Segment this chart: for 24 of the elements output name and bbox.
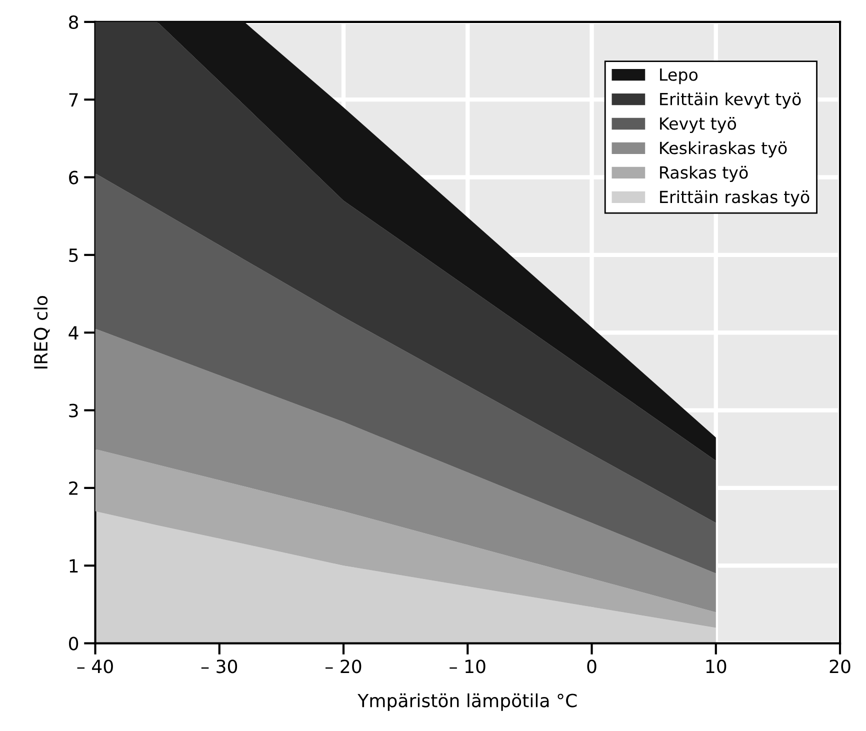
y-tick-label: 2 xyxy=(69,481,78,495)
y-tick-label: 0 xyxy=(68,636,78,650)
y-tick-label: 4 xyxy=(68,326,78,340)
y-tick-label: 1 xyxy=(70,559,78,572)
x-tick-label: – 40 xyxy=(77,660,113,674)
y-tick-label: 8 xyxy=(69,15,78,30)
y-tick-label: 7 xyxy=(69,93,78,106)
legend-label: Keskiraskas työ xyxy=(660,141,787,158)
y-tick-label: 5 xyxy=(69,248,78,262)
x-tick-label: 20 xyxy=(830,660,850,674)
y-tick-label: 6 xyxy=(69,170,78,184)
x-tick-label: 0 xyxy=(587,660,596,674)
legend-label: Kevyt työ xyxy=(660,116,736,134)
y-tick-label: 3 xyxy=(69,404,78,418)
x-tick-label: – 20 xyxy=(326,660,362,674)
x-tick-label: – 30 xyxy=(201,660,238,674)
legend-label: Erittäin raskas työ xyxy=(660,190,810,206)
x-axis-title: Ympäristön lämpötila °C xyxy=(358,693,577,711)
legend-label: Raskas työ xyxy=(660,166,748,182)
legend-label: Lepo xyxy=(660,68,698,84)
legend-label: Erittäin kevyt työ xyxy=(660,92,801,109)
y-axis-title: IREQ clo xyxy=(34,296,50,368)
x-tick-label: 10 xyxy=(706,660,726,674)
x-tick-label: – 10 xyxy=(450,660,486,674)
